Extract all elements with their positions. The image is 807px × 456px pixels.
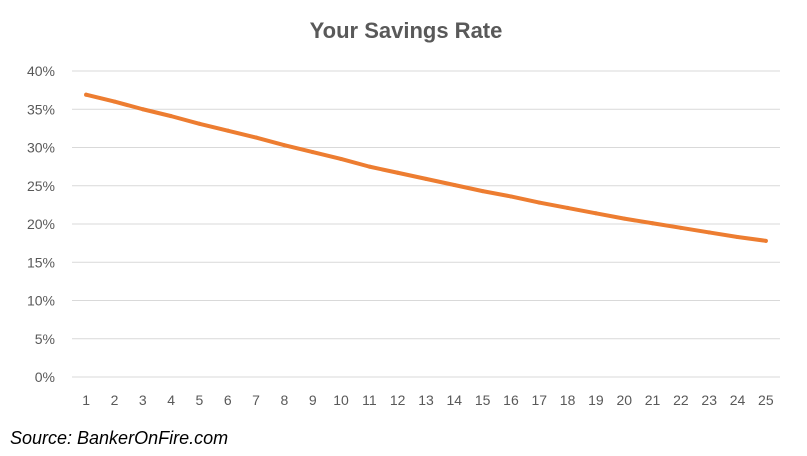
x-tick-label: 19: [588, 392, 604, 408]
data-point: [197, 121, 202, 126]
data-point: [650, 221, 655, 226]
x-tick-label: 15: [475, 392, 491, 408]
data-point: [84, 92, 89, 97]
data-point: [140, 107, 145, 112]
y-tick-label: 35%: [27, 101, 55, 117]
y-axis-ticks: 0% 5% 10% 15% 20% 25% 30% 35% 40%: [27, 63, 55, 385]
x-tick-label: 12: [390, 392, 406, 408]
data-point: [452, 182, 457, 187]
data-point: [678, 225, 683, 230]
data-point: [112, 99, 117, 104]
x-tick-label: 13: [418, 392, 434, 408]
data-point: [763, 238, 768, 243]
x-tick-label: 23: [701, 392, 717, 408]
data-point: [735, 235, 740, 240]
data-point: [565, 205, 570, 210]
x-axis-ticks: 1 2 3 4 5 6 7 8 9 10 11 12 13 14 15 16 17 18 19 20 21 22 23 24 2…: [82, 392, 774, 408]
x-tick-label: 14: [447, 392, 463, 408]
y-tick-label: 20%: [27, 216, 55, 232]
x-tick-label: 3: [139, 392, 147, 408]
x-tick-label: 10: [333, 392, 349, 408]
data-point: [310, 150, 315, 155]
data-point: [395, 170, 400, 175]
x-tick-label: 4: [167, 392, 175, 408]
x-tick-label: 25: [758, 392, 774, 408]
y-tick-label: 0%: [35, 369, 55, 385]
x-tick-label: 7: [252, 392, 260, 408]
y-tick-label: 25%: [27, 178, 55, 194]
data-point: [508, 194, 513, 199]
data-point: [169, 114, 174, 119]
x-tick-label: 5: [196, 392, 204, 408]
data-point: [225, 128, 230, 133]
data-point: [282, 143, 287, 148]
data-point: [622, 216, 627, 221]
x-tick-label: 22: [673, 392, 689, 408]
data-point: [367, 164, 372, 169]
plot-area: [84, 92, 768, 243]
data-point: [707, 230, 712, 235]
y-tick-label: 30%: [27, 140, 55, 156]
x-tick-label: 18: [560, 392, 576, 408]
data-point: [424, 176, 428, 181]
x-tick-label: 21: [645, 392, 661, 408]
data-point: [254, 135, 259, 140]
data-point: [537, 200, 542, 205]
source-note: Source: BankerOnFire.com: [10, 428, 229, 448]
x-tick-label: 24: [730, 392, 746, 408]
gridlines: [72, 70, 780, 378]
x-tick-label: 2: [111, 392, 119, 408]
x-tick-label: 8: [281, 392, 289, 408]
data-point: [480, 189, 485, 194]
y-tick-label: 40%: [27, 63, 55, 79]
data-point: [593, 211, 598, 216]
y-tick-label: 10%: [27, 293, 55, 309]
series-line: [84, 92, 768, 243]
x-tick-label: 11: [362, 392, 377, 408]
x-tick-label: 16: [503, 392, 519, 408]
data-point: [339, 156, 344, 161]
y-tick-label: 5%: [35, 331, 55, 347]
x-tick-label: 20: [616, 392, 632, 408]
x-tick-label: 9: [309, 392, 317, 408]
x-tick-label: 17: [531, 392, 547, 408]
x-tick-label: 1: [82, 392, 90, 408]
chart-title: Your Savings Rate: [310, 18, 503, 43]
y-tick-label: 15%: [27, 254, 55, 270]
x-tick-label: 6: [224, 392, 232, 408]
